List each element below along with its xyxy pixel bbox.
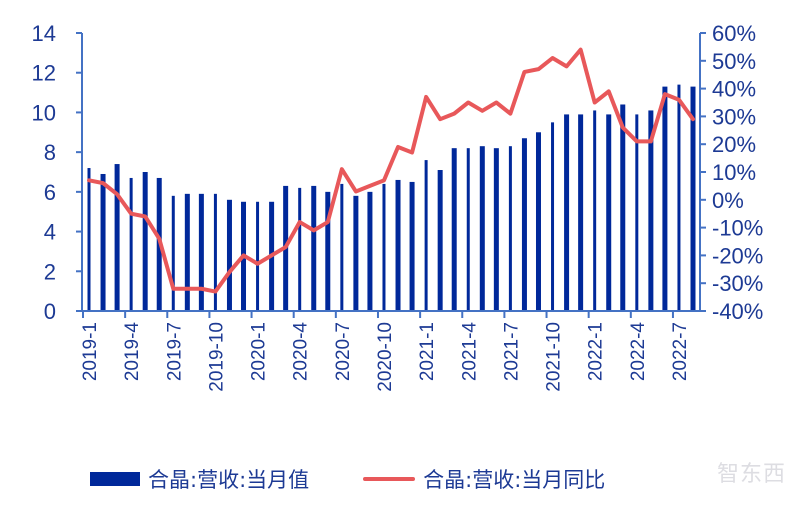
bar — [353, 195, 359, 311]
x-tick-label: 2019-7 — [164, 322, 185, 381]
legend-item-bar: 合晶:营收:当月值 — [90, 464, 309, 494]
legend: 合晶:营收:当月值 合晶:营收:当月同比 — [90, 464, 659, 494]
bar — [606, 114, 612, 312]
x-tick-label: 2022-1 — [586, 322, 607, 381]
x-tick-label: 2019-10 — [206, 322, 227, 392]
legend-item-line: 合晶:营收:当月同比 — [363, 464, 605, 494]
line-swatch-icon — [363, 477, 416, 481]
bar — [226, 199, 232, 311]
bar — [551, 122, 555, 311]
right-tick-label: 10% — [712, 160, 756, 185]
bar — [451, 148, 457, 311]
bar — [578, 114, 584, 312]
yoy-line-series — [87, 47, 695, 294]
right-tick-label: -40% — [712, 299, 763, 324]
x-tick-label: 2021-10 — [544, 322, 565, 392]
bar — [325, 191, 331, 311]
bar — [690, 86, 696, 311]
x-tick-label: 2021-1 — [417, 322, 438, 381]
bar — [677, 84, 681, 311]
bar — [466, 148, 470, 311]
x-tick-label: 2022-4 — [628, 322, 649, 382]
bar — [493, 148, 499, 311]
bar — [535, 132, 541, 311]
bar — [184, 193, 190, 311]
bar — [142, 172, 148, 311]
bar — [395, 179, 401, 311]
right-tick-label: 20% — [712, 132, 756, 157]
bar — [171, 195, 175, 311]
x-tick-label: 2020-10 — [375, 322, 396, 392]
left-tick-label: 0 — [44, 299, 56, 324]
bar — [564, 114, 570, 312]
bar — [508, 146, 512, 311]
bar — [662, 86, 668, 311]
right-tick-label: -10% — [712, 216, 763, 241]
bar — [521, 138, 527, 311]
x-tick-label: 2020-7 — [333, 322, 354, 381]
left-tick-label: 14 — [32, 21, 56, 46]
bar — [213, 193, 217, 311]
x-tick-label: 2020-1 — [249, 322, 270, 381]
legend-bar-label: 合晶:营收:当月值 — [148, 468, 310, 492]
right-tick-label: -30% — [712, 271, 763, 296]
bar — [311, 185, 317, 311]
left-tick-label: 12 — [32, 61, 56, 86]
x-tick-label: 2022-7 — [670, 322, 691, 381]
x-tick-label: 2019-4 — [122, 322, 143, 382]
bar — [593, 110, 597, 311]
bar — [635, 114, 639, 312]
right-tick-label: 40% — [712, 77, 756, 102]
left-tick-label: 4 — [44, 220, 56, 245]
bar — [479, 146, 485, 311]
bar — [256, 201, 260, 311]
right-tick-label: -20% — [712, 243, 763, 268]
x-tick-label: 2021-7 — [501, 322, 522, 381]
right-tick-label: 60% — [712, 21, 756, 46]
bar — [114, 164, 120, 311]
bar-swatch-icon — [90, 472, 140, 486]
bar — [129, 177, 133, 311]
bar — [298, 187, 302, 311]
x-tick-label: 2021-4 — [459, 322, 480, 382]
left-tick-label: 6 — [44, 180, 56, 205]
x-axis: 2019-1 2019-4 2019-7 2019-10 2020-1 2020-4 202… — [80, 310, 700, 392]
bar — [409, 181, 415, 311]
left-tick-label: 10 — [32, 100, 56, 125]
x-tick-label: 2019-1 — [80, 322, 101, 381]
bar — [198, 193, 204, 311]
right-tick-label: 0% — [712, 188, 744, 213]
bar — [648, 110, 654, 311]
bar-series — [87, 84, 696, 312]
legend-line-label: 合晶:营收:当月同比 — [423, 468, 606, 492]
right-y-axis: -40% -30% -20%-10% 0% 10% 20% 30%40% 50% 60% — [699, 21, 763, 324]
bar — [87, 168, 91, 311]
right-tick-label: 50% — [712, 49, 756, 74]
left-tick-label: 8 — [44, 140, 56, 165]
bar — [424, 160, 428, 311]
bar — [437, 170, 443, 311]
dual-axis-chart: 0 2 4 6 8 10 12 14 -40% -30% -20%-10% 0% 10% 20% 30%4… — [32, 21, 764, 392]
left-y-axis: 0 2 4 6 8 10 12 14 — [32, 21, 83, 324]
bar — [100, 173, 106, 311]
bar — [367, 191, 373, 311]
bar — [340, 183, 344, 311]
watermark: 智东西 — [716, 462, 786, 487]
x-tick-label: 2020-4 — [291, 322, 312, 382]
right-tick-label: 30% — [712, 104, 756, 129]
left-tick-label: 2 — [44, 259, 56, 284]
bar — [382, 183, 386, 311]
bar — [620, 104, 626, 311]
